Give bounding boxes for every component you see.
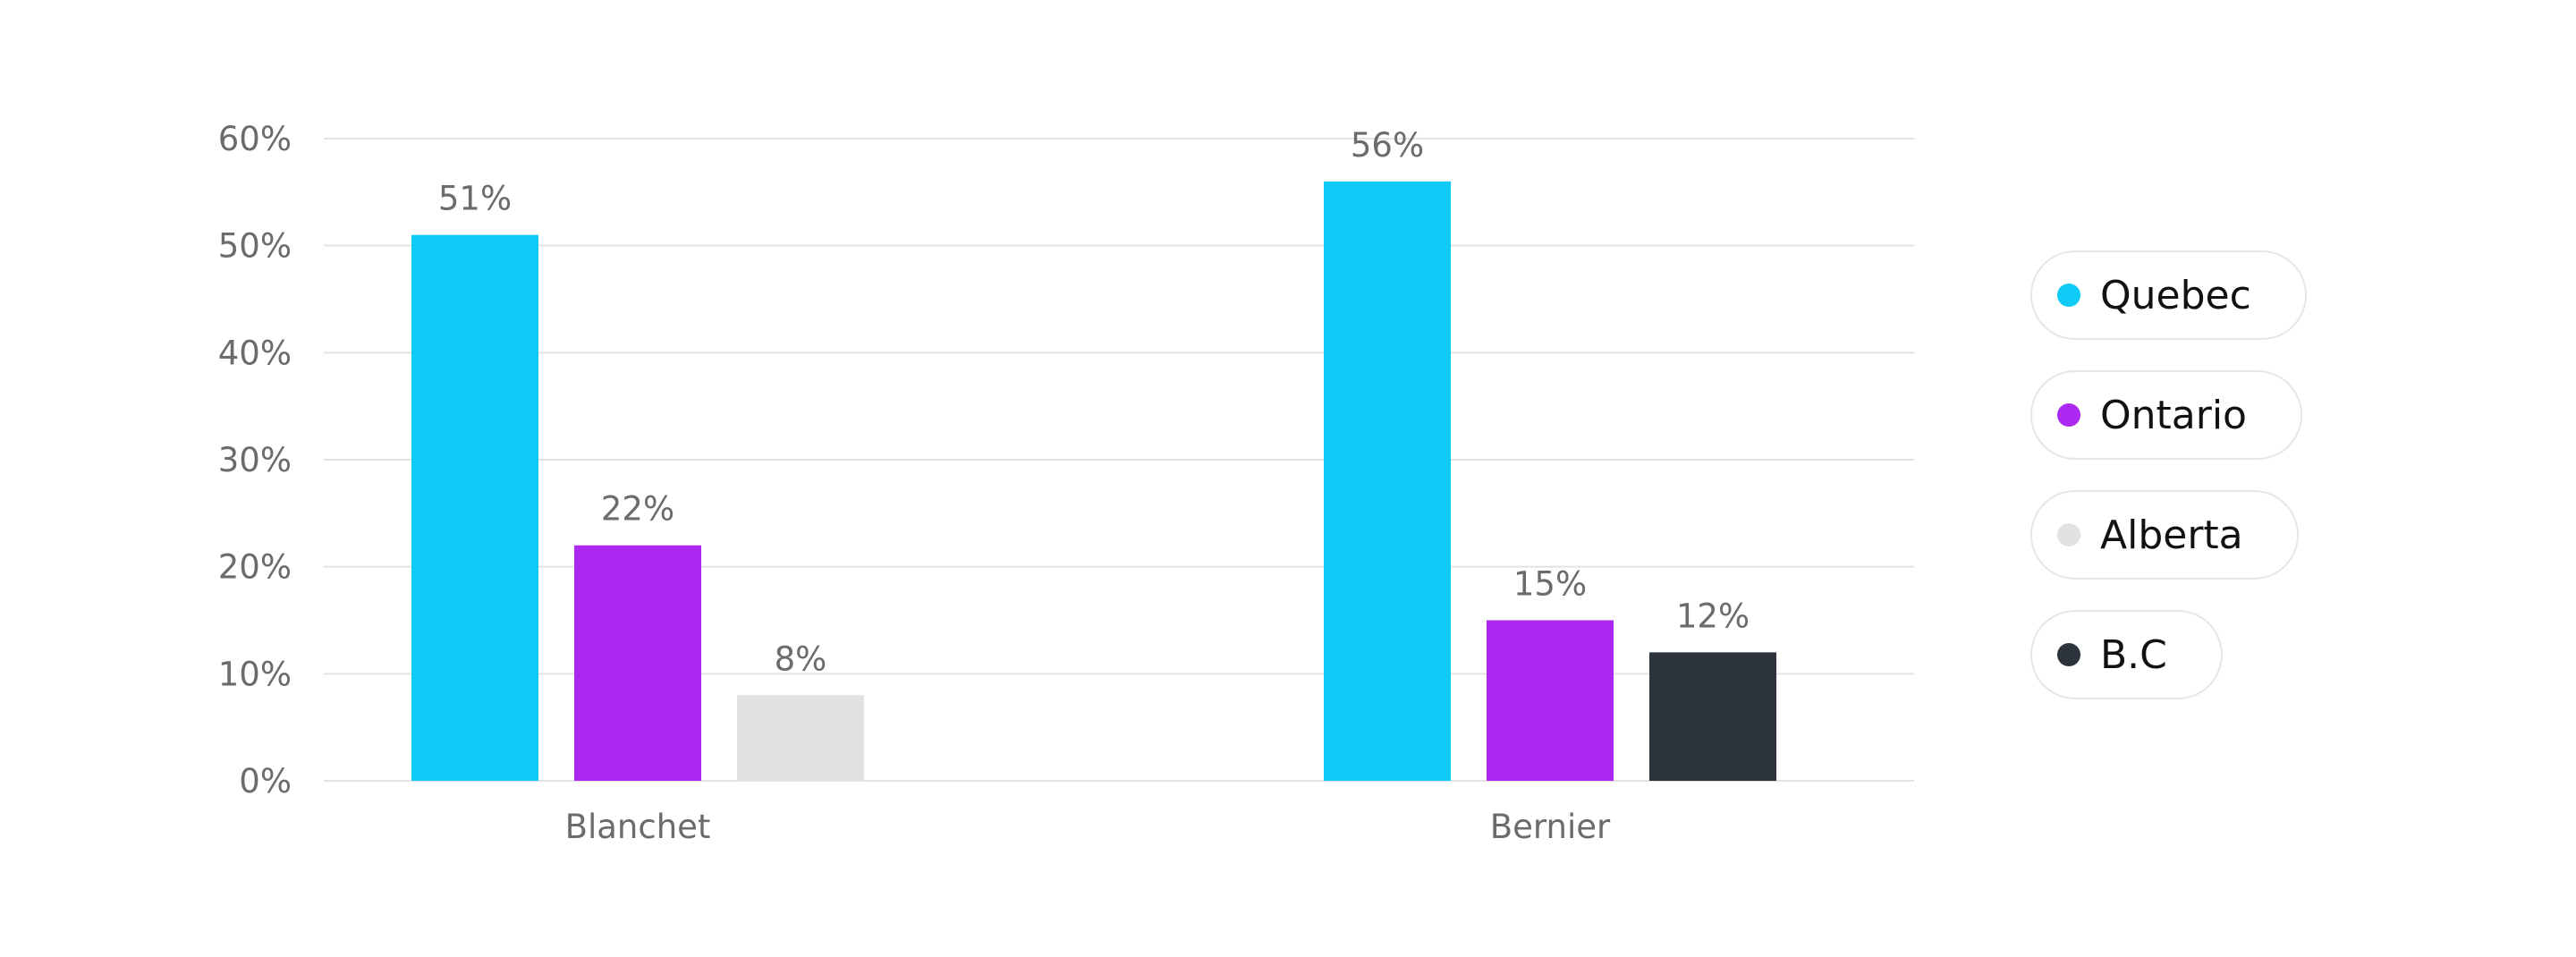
y-axis-ticks: 0% 10% 20% 30% 40% 50% 60% xyxy=(218,120,292,800)
legend-swatch-quebec xyxy=(2057,284,2080,307)
bar-blanchet-quebec[interactable] xyxy=(411,234,538,781)
y-tick-label: 20% xyxy=(218,548,292,587)
legend-item-alberta[interactable]: Alberta xyxy=(2030,490,2299,580)
data-label: 22% xyxy=(601,490,674,529)
legend-item-quebec[interactable]: Quebec xyxy=(2030,250,2307,340)
legend-swatch-bc xyxy=(2057,643,2080,666)
data-labels: 51% 22% 8% 56% 15% 12% xyxy=(438,126,1750,678)
y-tick-label: 10% xyxy=(218,655,292,693)
data-label: 15% xyxy=(1513,565,1587,604)
y-tick-label: 50% xyxy=(218,227,292,266)
y-tick-label: 40% xyxy=(218,334,292,372)
bars xyxy=(411,181,1776,782)
legend: Quebec Ontario Alberta B.C xyxy=(2030,250,2307,699)
bar-bernier-bc[interactable] xyxy=(1649,652,1776,781)
x-category-label: Bernier xyxy=(1490,808,1611,846)
bar-blanchet-ontario[interactable] xyxy=(574,545,701,781)
y-tick-label: 60% xyxy=(218,120,292,158)
x-axis-categories: Blanchet Bernier xyxy=(565,808,1611,846)
data-label: 56% xyxy=(1351,126,1424,165)
legend-label-ontario: Ontario xyxy=(2100,392,2247,438)
bar-bernier-quebec[interactable] xyxy=(1324,181,1451,781)
y-tick-label: 30% xyxy=(218,441,292,479)
x-category-label: Blanchet xyxy=(565,808,711,846)
bar-blanchet-alberta[interactable] xyxy=(737,695,864,781)
legend-label-bc: B.C xyxy=(2100,631,2167,678)
legend-item-ontario[interactable]: Ontario xyxy=(2030,370,2302,460)
y-tick-label: 0% xyxy=(239,762,292,800)
legend-label-quebec: Quebec xyxy=(2100,272,2251,318)
legend-swatch-ontario xyxy=(2057,403,2080,427)
legend-label-alberta: Alberta xyxy=(2100,512,2243,558)
legend-item-bc[interactable]: B.C xyxy=(2030,610,2223,699)
bar-bernier-ontario[interactable] xyxy=(1487,620,1614,782)
data-label: 12% xyxy=(1676,597,1750,635)
data-label: 8% xyxy=(775,639,827,678)
data-label: 51% xyxy=(438,180,512,218)
legend-swatch-alberta xyxy=(2057,523,2080,546)
